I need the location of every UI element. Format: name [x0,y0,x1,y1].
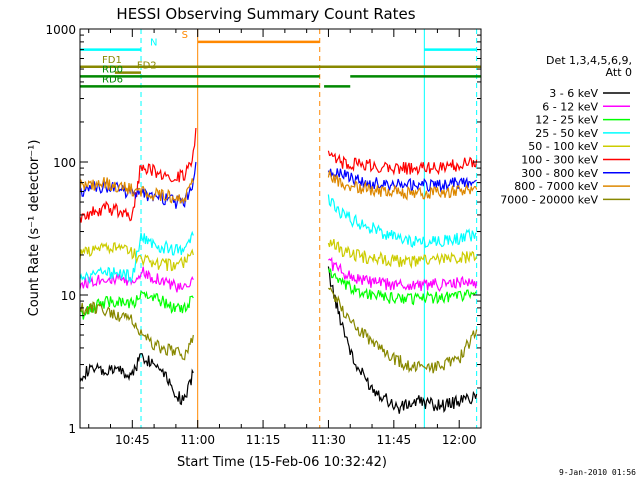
annotation-bar-label: FD1 [102,55,122,66]
annotation-bar-label: FD2 [137,61,157,72]
series-line [79,290,194,320]
series-line [327,286,478,374]
series-line [327,170,478,201]
x-axis-title: Start Time (15-Feb-06 10:32:42) [177,455,387,470]
legend-entry-label: 6 - 12 keV [542,100,598,113]
y-tick-label: 1000 [45,23,76,37]
chart-title: HESSI Observing Summary Count Rates [116,5,415,23]
annotation-bar-label: N [150,38,157,49]
series-line [79,266,194,293]
legend-entry-label: 800 - 7000 keV [514,180,598,193]
axes: 1 10 100 1000 10:45 11:00 11:15 11:30 11:45 12:00 [45,23,482,447]
series-line [79,127,197,223]
legend-header: Att 0 [606,66,632,79]
legend-entry-label: 50 - 100 keV [528,140,598,153]
x-tick-label: 12:00 [442,433,477,447]
series-line [327,238,478,270]
legend-entry-label: 7000 - 20000 keV [500,193,598,206]
series-line [327,194,477,249]
x-tick-label: 10:45 [115,433,150,447]
series-line [327,150,478,176]
legend-entry-label: 100 - 300 keV [521,154,598,167]
legend-header: Det 1,3,4,5,6,9, [546,54,632,67]
y-tick-label: 1 [68,422,76,436]
annotation-bar-label: RD0 [102,64,123,75]
series-line [79,301,194,361]
plot-frame [79,28,482,429]
y-axis-title: Count Rate (s⁻¹ detector⁻¹) [27,140,42,317]
series-line [79,177,194,205]
x-tick-label: 11:00 [180,433,215,447]
x-tick-label: 11:45 [377,433,412,447]
generated-timestamp: 9-Jan-2010 01:56 [559,468,636,477]
series-line [79,241,194,272]
series-layer [79,127,478,414]
series-line [327,168,477,193]
legend-entry-label: 3 - 6 keV [549,87,598,100]
legend-entry-label: 300 - 800 keV [521,167,598,180]
legend-entry-label: 25 - 50 keV [535,127,598,140]
x-tick-label: 11:15 [246,433,281,447]
series-line [327,266,478,414]
annotation-bar-label: S [182,30,188,41]
y-tick-label: 10 [61,289,76,303]
legend-entry-label: 12 - 25 keV [535,114,598,127]
series-line [327,267,477,306]
y-tick-label: 100 [53,156,76,170]
series-line [79,353,194,406]
annotation-bar-label: RD6 [102,74,123,85]
x-tick-label: 11:30 [311,433,346,447]
series-line [79,230,194,284]
series-line [328,256,478,292]
